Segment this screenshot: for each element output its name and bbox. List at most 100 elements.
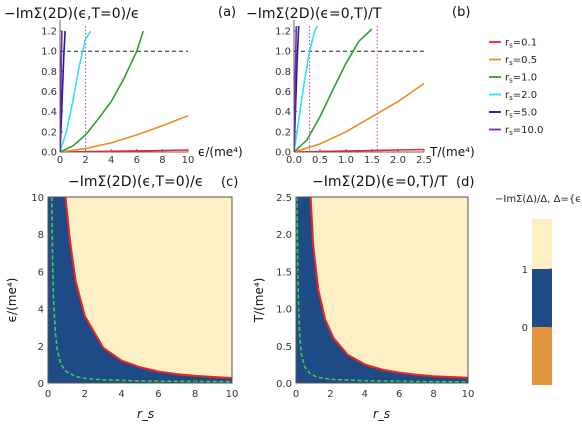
legend-label: rs=5.0 xyxy=(505,108,537,120)
panel-a-y-tick-label: 0.4 xyxy=(41,107,57,118)
panel-c-xlabel: r_s xyxy=(137,407,154,421)
panel-b-y-tick-label: 0.8 xyxy=(275,67,291,78)
panel-b-y-tick-label: 1.0 xyxy=(275,47,291,58)
panel-a-series-line xyxy=(60,114,188,152)
panel-b-y-tick-label: 0.0 xyxy=(275,148,291,159)
panel-d-x-tick-label: 6 xyxy=(396,389,402,400)
panel-d-y-tick-label: 1.0 xyxy=(276,305,292,316)
panel-b-y-tick-label: 0.6 xyxy=(275,87,291,98)
panel-c-y-tick-label: 6 xyxy=(38,267,44,278)
panel-c-boundary-red xyxy=(64,196,233,379)
panel-b-line-chart: −ImΣ(2D)(ϵ=0,T)/T (b) T/(me⁴) 0.0 0.2 0.4 0… xyxy=(246,5,475,166)
panel-a-y-tick-label: 0.8 xyxy=(41,67,57,78)
panel-d-x-tick-label: 10 xyxy=(462,389,475,400)
panel-a-y-tick-label: 0.6 xyxy=(41,87,57,98)
panel-b-y-tick-label: 1.2 xyxy=(275,27,291,38)
panel-a-y-tick-label: 1.0 xyxy=(41,47,57,58)
panel-a-y-tick-label: 1.2 xyxy=(41,27,57,38)
panel-a-xlabel: ϵ/(me⁴) xyxy=(198,145,243,159)
legend: rs=0.1 rs=0.5 rs=1.0 rs=2.0 rs=5.0 rs=10.0 xyxy=(489,38,543,137)
panel-d-x-tick-label: 8 xyxy=(430,389,436,400)
panel-d-y-tick-label: 2.5 xyxy=(276,193,292,204)
panel-b-title: −ImΣ(2D)(ϵ=0,T)/T xyxy=(246,6,382,22)
panel-d-region-mid xyxy=(296,197,468,383)
panel-b-xlabel: T/(me⁴) xyxy=(429,145,475,159)
panel-a-title: −ImΣ(2D)(ϵ,T=0)/ϵ xyxy=(4,6,139,22)
panel-c-heatmap: −ImΣ(2D)(ϵ,T=0)/ϵ (c) r_s ϵ/(me⁴) 0 2 4 6 8 1… xyxy=(5,174,238,421)
panel-b-series-line xyxy=(294,148,424,152)
panel-c-y-tick-label: 4 xyxy=(38,305,44,316)
legend-label: rs=10.0 xyxy=(505,125,543,137)
panel-b-series-line xyxy=(294,82,424,152)
panel-b-x-tick-label: 2.0 xyxy=(390,155,406,166)
panel-c-y-tick-label: 2 xyxy=(38,342,44,353)
panel-c-x-tick-label: 8 xyxy=(192,389,198,400)
panel-d-y-tick-label: 2.0 xyxy=(276,230,292,241)
panel-d-frame xyxy=(295,196,469,384)
panel-d-boundary-red xyxy=(309,196,469,379)
panel-d-boundary-green xyxy=(296,196,469,383)
panel-d-xlabel: r_s xyxy=(373,407,390,421)
panel-c-x-tick-label: 2 xyxy=(82,389,88,400)
colorbar-segment-low xyxy=(532,327,552,385)
panel-c-ylabel: ϵ/(me⁴) xyxy=(5,278,19,323)
panel-c-y-tick-label: 8 xyxy=(38,230,44,241)
panel-b-x-tick-label: 1.0 xyxy=(338,155,354,166)
panel-c-title: −ImΣ(2D)(ϵ,T=0)/ϵ xyxy=(68,174,203,190)
panel-a-x-tick-label: 0 xyxy=(57,155,63,166)
panel-b-y-tick-label: 0.2 xyxy=(275,127,291,138)
panel-a-series-line xyxy=(60,30,92,152)
panel-a-series-line xyxy=(60,149,188,152)
panel-b-series-line xyxy=(294,26,298,152)
panel-c-region-mid xyxy=(48,197,232,383)
panel-c-x-tick-label: 6 xyxy=(155,389,161,400)
panel-d-x-tick-label: 2 xyxy=(327,389,333,400)
panel-a-line-chart: −ImΣ(2D)(ϵ,T=0)/ϵ (a) ϵ/(me⁴) 0.0 0.2 0.4 0… xyxy=(4,5,243,166)
panel-a-series-line xyxy=(60,30,144,152)
panel-b-y-tick-label: 0.4 xyxy=(275,107,291,118)
legend-label: rs=0.5 xyxy=(505,55,537,67)
panel-c-x-tick-label: 4 xyxy=(118,389,124,400)
panel-b-x-tick-label: 2.5 xyxy=(416,155,432,166)
legend-label: rs=0.1 xyxy=(505,38,537,50)
colorbar-tick-label: 1 xyxy=(522,265,528,276)
legend-label: rs=2.0 xyxy=(505,90,537,102)
panel-a-x-tick-label: 4 xyxy=(108,155,114,166)
panel-a-label: (a) xyxy=(218,5,236,20)
panel-a-y-tick-label: 0.2 xyxy=(41,127,57,138)
panel-b-series-line xyxy=(294,26,319,152)
colorbar-tick-label: 0 xyxy=(522,323,528,334)
panel-a-x-tick-label: 2 xyxy=(82,155,88,166)
panel-a-x-tick-label: 6 xyxy=(134,155,140,166)
panel-c-y-tick-label: 10 xyxy=(31,193,44,204)
panel-d-label: (d) xyxy=(456,175,474,190)
panel-d-heatmap: −ImΣ(2D)(ϵ=0,T)/T (d) r_s T/(me⁴) 0 2 4 6 8 1… xyxy=(252,174,474,421)
panel-d-ylabel: T/(me⁴) xyxy=(252,278,266,324)
panel-c-y-tick-label: 0 xyxy=(38,379,44,390)
panel-d-title: −ImΣ(2D)(ϵ=0,T)/T xyxy=(312,174,448,190)
panel-c-x-tick-label: 10 xyxy=(226,389,239,400)
panel-b-x-tick-label: 1.5 xyxy=(364,155,380,166)
panel-d-x-tick-label: 0 xyxy=(293,389,299,400)
panel-d-y-tick-label: 1.5 xyxy=(276,267,292,278)
panel-c-boundary-green xyxy=(50,196,233,383)
panel-b-series-line xyxy=(294,28,373,152)
panel-a-series-line xyxy=(60,30,63,152)
legend-label: rs=1.0 xyxy=(505,73,537,85)
panel-a-x-tick-label: 8 xyxy=(159,155,165,166)
panel-a-y-tick-label: 0.0 xyxy=(41,148,57,159)
panel-d-y-tick-label: 0.0 xyxy=(276,379,292,390)
colorbar-segment-mid xyxy=(532,269,552,327)
panel-b-x-tick-label: 0.0 xyxy=(286,155,302,166)
panel-b-label: (b) xyxy=(452,5,470,20)
panel-c-x-tick-label: 0 xyxy=(45,389,51,400)
panel-c-label: (c) xyxy=(221,175,238,190)
colorbar: −ImΣ(Δ)/Δ, Δ={ϵ,T} 1 0 xyxy=(495,194,582,385)
panel-b-x-tick-label: 0.5 xyxy=(312,155,328,166)
panel-c-frame xyxy=(47,196,233,384)
colorbar-segment-high xyxy=(532,219,552,269)
panel-d-x-tick-label: 4 xyxy=(362,389,368,400)
panel-d-y-tick-label: 0.5 xyxy=(276,342,292,353)
panel-a-x-tick-label: 10 xyxy=(182,155,195,166)
